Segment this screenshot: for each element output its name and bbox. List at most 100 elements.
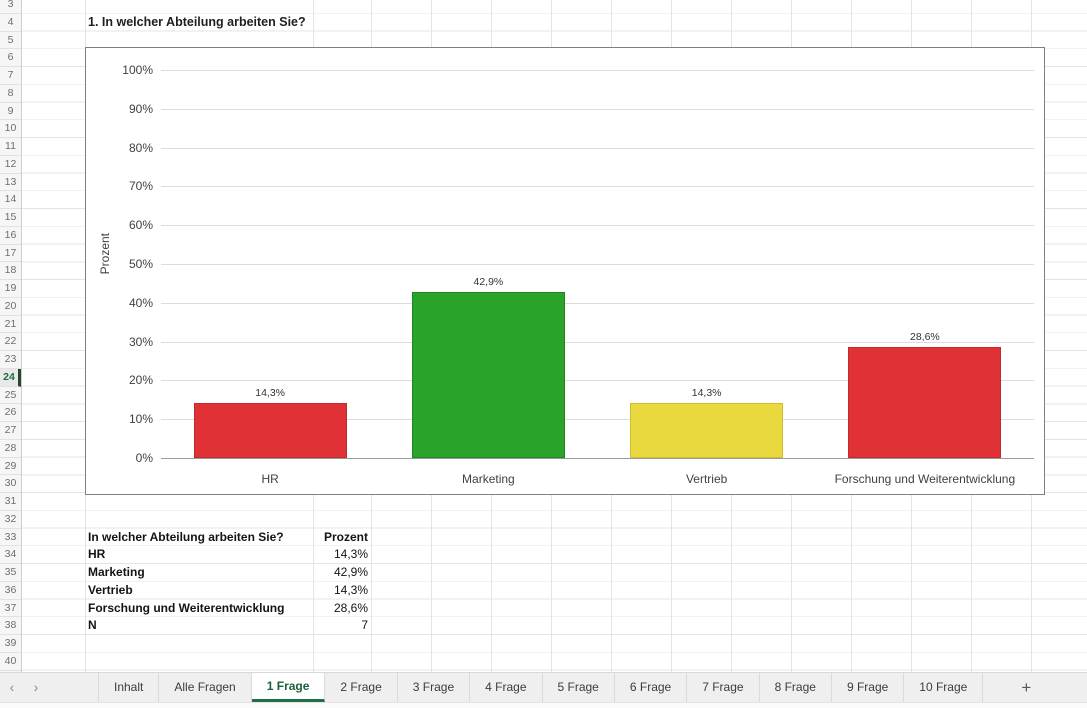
row-number-8[interactable]: 8 [0,85,21,103]
table-row-label[interactable]: Vertrieb [88,582,133,597]
row-number-15[interactable]: 15 [0,209,21,227]
y-axis-tick-label: 70% [128,179,153,194]
row-number-18[interactable]: 18 [0,262,21,280]
row-number-33[interactable]: 33 [0,529,21,547]
sheet-tab-3-frage[interactable]: 3 Frage [398,673,471,702]
row-number-40[interactable]: 40 [0,653,21,671]
tab-scroll-left-icon[interactable]: ‹ [9,679,15,695]
row-number-17[interactable]: 17 [0,245,21,263]
y-axis-tick-label: 90% [128,101,153,116]
row-number-6[interactable]: 6 [0,49,21,67]
chart-gridline [161,419,1034,421]
row-number-12[interactable]: 12 [0,156,21,174]
table-row-value[interactable]: 28,6% [333,600,368,615]
row-number-35[interactable]: 35 [0,564,21,582]
row-number-34[interactable]: 34 [0,546,21,564]
table-row-value[interactable]: 7 [361,618,368,633]
row-number-30[interactable]: 30 [0,475,21,493]
table-row-label[interactable]: N [88,618,97,633]
bar-value-label: 28,6% [909,331,940,344]
chart-gridline [161,70,1034,71]
bar-value-label: 14,3% [255,386,286,399]
sheet-tab-4-frage[interactable]: 4 Frage [470,673,543,702]
sheet-tab-2-frage[interactable]: 2 Frage [325,673,398,702]
row-number-32[interactable]: 32 [0,511,21,529]
row-number-25[interactable]: 25 [0,387,21,405]
table-row-value[interactable]: 14,3% [333,547,368,562]
row-number-31[interactable]: 31 [0,493,21,511]
row-number-24[interactable]: 24 [0,368,21,387]
table-row-label[interactable]: Marketing [88,565,145,579]
row-number-13[interactable]: 13 [0,174,21,192]
sheet-tab-1-frage[interactable]: 1 Frage [251,673,326,702]
chart-object[interactable]: Prozent 100% 90% 80% 70% 60% 50% 40% 30% 20% 10% 0… [85,47,1045,495]
sheet-tab-10-frage[interactable]: 10 Frage [904,673,984,702]
sheet-tab-7-frage[interactable]: 7 Frage [687,673,760,702]
add-sheet-button[interactable]: + [1021,678,1032,697]
sheet-tab-9-frage[interactable]: 9 Frage [832,673,905,702]
row-number-28[interactable]: 28 [0,440,21,458]
sheet-tab-6-frage[interactable]: 6 Frage [615,673,688,702]
y-axis-tick-label: 0% [135,451,153,465]
row-number-27[interactable]: 27 [0,422,21,440]
y-axis-tick-label: 40% [128,295,153,310]
table-row-value[interactable]: 42,9% [333,565,368,579]
table-row-label[interactable]: HR [88,547,106,562]
row-number-21[interactable]: 21 [0,316,21,334]
sheet-tab-5-frage[interactable]: 5 Frage [543,673,615,702]
chart-bar-2[interactable] [411,291,565,458]
table-header-prozent[interactable]: Prozent [323,529,368,544]
x-axis-category-label: Marketing [462,472,515,486]
row-number-16[interactable]: 16 [0,227,21,245]
row-number-14[interactable]: 14 [0,191,21,209]
chart-gridline [161,225,1034,227]
table-row-label[interactable]: Forschung und Weiterentwicklung [88,600,285,615]
x-axis-line [161,458,1034,459]
row-number-19[interactable]: 19 [0,280,21,298]
sheet-tabs: Inhalt Alle Fragen 1 Frage 2 Frage 3 Frage 4 … [98,673,984,702]
row-number-37[interactable]: 37 [0,600,21,618]
row-number-9[interactable]: 9 [0,103,21,121]
y-axis-tick-label: 100% [122,63,153,77]
sheet-tab-8-frage[interactable]: 8 Frage [760,673,832,702]
row-number-22[interactable]: 22 [0,333,21,351]
row-number-7[interactable]: 7 [0,67,21,85]
y-axis-tick-label: 60% [128,218,153,233]
y-axis-tick-label: 10% [128,412,153,427]
chart-bar-3[interactable] [630,402,783,458]
row-number-38[interactable]: 38 [0,617,21,635]
chart-gridline [161,186,1034,188]
x-axis-category-label: Forschung und Weiterentwicklung [834,472,1016,486]
x-axis-category-label: HR [261,472,279,486]
table-header-question[interactable]: In welcher Abteilung arbeiten Sie? [88,529,284,544]
spreadsheet-grid[interactable]: 3 4 5 6 7 8 9 10 11 12 13 14 15 16 17 18 19 20 21 22 23 24 25 2… [0,0,1087,672]
y-axis-tick-label: 50% [128,257,153,271]
chart-gridline [161,380,1034,382]
question-title-cell[interactable]: 1. In welcher Abteilung arbeiten Sie? [88,14,306,29]
chart-gridline [161,147,1034,149]
row-number-10[interactable]: 10 [0,120,21,138]
row-number-20[interactable]: 20 [0,298,21,316]
row-number-39[interactable]: 39 [0,635,21,653]
sheet-tab-bar: ‹ › Inhalt Alle Fragen 1 Frage 2 Frage 3 Fra… [0,672,1087,702]
chart-bar-1[interactable] [193,402,347,458]
sheet-tab-inhalt[interactable]: Inhalt [98,673,160,702]
chart-gridline [161,302,1034,304]
row-number-26[interactable]: 26 [0,404,21,422]
row-number-5[interactable]: 5 [0,32,21,50]
tab-scroll-right-icon[interactable]: › [33,679,39,695]
row-number-23[interactable]: 23 [0,351,21,369]
sheet-tab-alle-fragen[interactable]: Alle Fragen [159,673,252,702]
chart-gridline [161,264,1034,265]
row-number-36[interactable]: 36 [0,582,21,600]
table-row-value[interactable]: 14,3% [333,582,368,597]
row-number-29[interactable]: 29 [0,458,21,476]
chart-gridline [161,341,1034,343]
row-number-3[interactable]: 3 [0,0,21,14]
chart-bar-4[interactable] [848,347,1002,458]
status-bar [0,702,1087,708]
y-axis-tick-label: 20% [128,373,153,388]
row-number-4[interactable]: 4 [0,14,21,32]
row-number-11[interactable]: 11 [0,138,21,156]
chart-gridline [161,108,1034,110]
